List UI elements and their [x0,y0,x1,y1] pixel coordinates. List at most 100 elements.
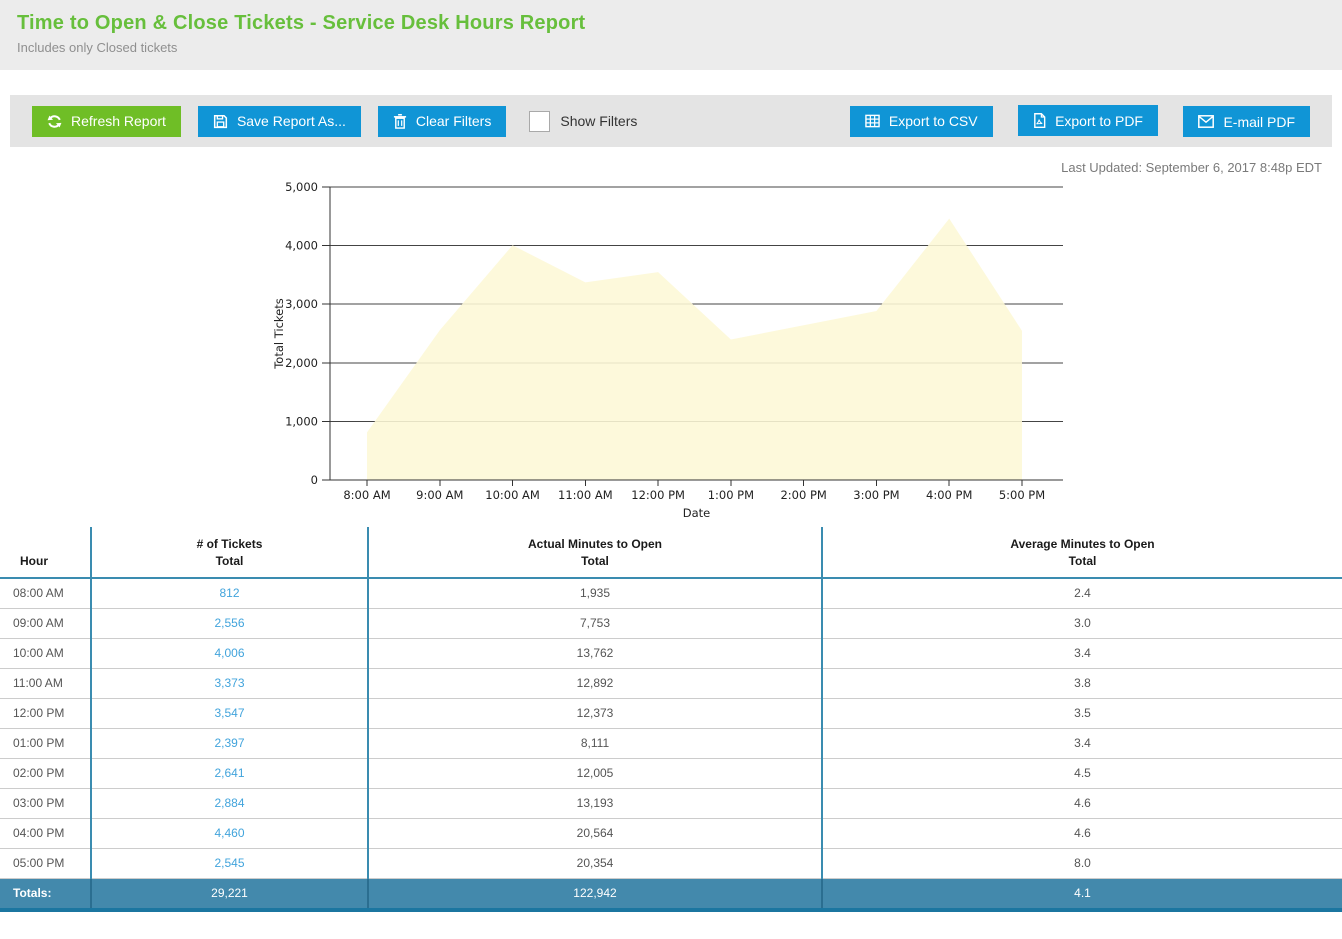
y-tick-label: 5,000 [285,180,318,194]
last-updated-text: Last Updated: September 6, 2017 8:48p ED… [1061,160,1322,175]
ticket-count-link[interactable]: 2,884 [214,796,245,810]
ticket-count-link[interactable]: 2,556 [214,616,245,630]
table-row: 12:00 PM 3,547 12,373 3.5 [0,698,1342,729]
pdf-file-icon [1033,113,1046,129]
average-minutes-cell: 4.6 [821,818,1342,849]
ticket-count-link[interactable]: 4,006 [214,646,245,660]
average-minutes-cell: 3.8 [821,668,1342,699]
header-hour-spacer [0,527,91,553]
y-tick-label: 2,000 [285,356,318,370]
x-tick-label: 10:00 AM [485,488,540,502]
hour-cell: 01:00 PM [0,728,91,759]
header-hour: Hour [0,553,91,579]
hour-cell: 08:00 AM [0,578,91,609]
show-filters-label: Show Filters [560,113,638,129]
table-row: 03:00 PM 2,884 13,193 4.6 [0,788,1342,819]
table-grid-icon [865,114,880,128]
email-pdf-label: E-mail PDF [1223,113,1295,130]
table-bottom-bar [0,908,1342,912]
actual-minutes-cell: 13,762 [367,638,822,669]
table-row: 11:00 AM 3,373 12,892 3.8 [0,668,1342,699]
totals-average: 4.1 [821,878,1342,908]
x-tick-label: 2:00 PM [780,488,826,502]
header-group-tickets: # of Tickets [90,527,368,553]
export-pdf-button[interactable]: Export to PDF [1018,105,1158,136]
table-row: 10:00 AM 4,006 13,762 3.4 [0,638,1342,669]
header-group-actual-minutes: Actual Minutes to Open [367,527,822,553]
email-pdf-button[interactable]: E-mail PDF [1183,106,1310,137]
export-csv-button[interactable]: Export to CSV [849,105,993,137]
totals-tickets: 29,221 [90,878,368,908]
save-report-as-button[interactable]: Save Report As... [197,105,361,137]
refresh-report-label: Refresh Report [71,113,166,129]
save-report-as-label: Save Report As... [236,113,346,129]
ticket-count-link[interactable]: 2,641 [214,766,245,780]
save-icon [213,114,228,129]
hour-cell: 05:00 PM [0,848,91,879]
tickets-total-cell: 812 [90,578,368,609]
header-actual-total: Total [367,553,822,579]
table-row: 08:00 AM 812 1,935 2.4 [0,578,1342,609]
ticket-count-link[interactable]: 3,547 [214,706,245,720]
actual-minutes-cell: 20,564 [367,818,822,849]
hour-cell: 10:00 AM [0,638,91,669]
page-subtitle: Includes only Closed tickets [17,40,178,55]
show-filters-checkbox[interactable] [529,110,551,132]
ticket-count-link[interactable]: 2,397 [214,736,245,750]
x-tick-label: 11:00 AM [558,488,613,502]
hour-cell: 03:00 PM [0,788,91,819]
totals-label: Totals: [0,878,91,908]
actual-minutes-cell: 12,005 [367,758,822,789]
show-filters-control: Show Filters [529,110,638,132]
x-tick-label: 8:00 AM [343,488,390,502]
tickets-total-cell: 2,397 [90,728,368,759]
actual-minutes-cell: 12,892 [367,668,822,699]
ticket-count-link[interactable]: 3,373 [214,676,245,690]
tickets-total-cell: 3,373 [90,668,368,699]
page-header: Time to Open & Close Tickets - Service D… [0,0,1342,70]
hour-cell: 04:00 PM [0,818,91,849]
header-group-average-minutes: Average Minutes to Open [821,527,1342,553]
tickets-total-cell: 2,545 [90,848,368,879]
x-tick-label: 3:00 PM [853,488,899,502]
average-minutes-cell: 3.4 [821,728,1342,759]
totals-row: Totals: 29,221 122,942 4.1 [0,878,1342,908]
header-tickets-total: Total [90,553,368,579]
x-axis-title: Date [683,506,711,520]
average-minutes-cell: 2.4 [821,578,1342,609]
average-minutes-cell: 3.4 [821,638,1342,669]
table-row: 09:00 AM 2,556 7,753 3.0 [0,608,1342,639]
average-minutes-cell: 4.5 [821,758,1342,789]
table-row: 05:00 PM 2,545 20,354 8.0 [0,848,1342,879]
actual-minutes-cell: 7,753 [367,608,822,639]
x-tick-label: 1:00 PM [708,488,754,502]
average-minutes-cell: 3.0 [821,608,1342,639]
toolbar: Refresh Report Save Report As... Clear F… [10,95,1332,147]
clear-filters-button[interactable]: Clear Filters [377,105,507,137]
export-pdf-label: Export to PDF [1055,112,1143,129]
tickets-total-cell: 4,460 [90,818,368,849]
actual-minutes-cell: 20,354 [367,848,822,879]
ticket-count-link[interactable]: 812 [219,586,240,601]
y-tick-label: 3,000 [285,297,318,311]
tickets-area-chart: 0 1,000 2,000 3,000 4,000 5,000 8:00 AM 9:00 AM… [272,180,1063,520]
hour-cell: 02:00 PM [0,758,91,789]
actual-minutes-cell: 8,111 [367,728,822,759]
refresh-report-button[interactable]: Refresh Report [32,105,181,137]
area-fill [367,218,1022,481]
ticket-count-link[interactable]: 4,460 [214,826,245,840]
ticket-count-link[interactable]: 2,545 [214,856,245,870]
y-tick-label: 1,000 [285,414,318,428]
tickets-total-cell: 2,641 [90,758,368,789]
x-tick-label: 12:00 PM [631,488,685,502]
tickets-total-cell: 2,556 [90,608,368,639]
hour-cell: 11:00 AM [0,668,91,699]
envelope-icon [1198,115,1215,128]
table-row: 02:00 PM 2,641 12,005 4.5 [0,758,1342,789]
refresh-icon [47,114,62,129]
x-tick-label: 5:00 PM [999,488,1045,502]
totals-actual: 122,942 [367,878,822,908]
table-row: 04:00 PM 4,460 20,564 4.6 [0,818,1342,849]
hour-cell: 12:00 PM [0,698,91,729]
clear-filters-label: Clear Filters [415,113,492,129]
